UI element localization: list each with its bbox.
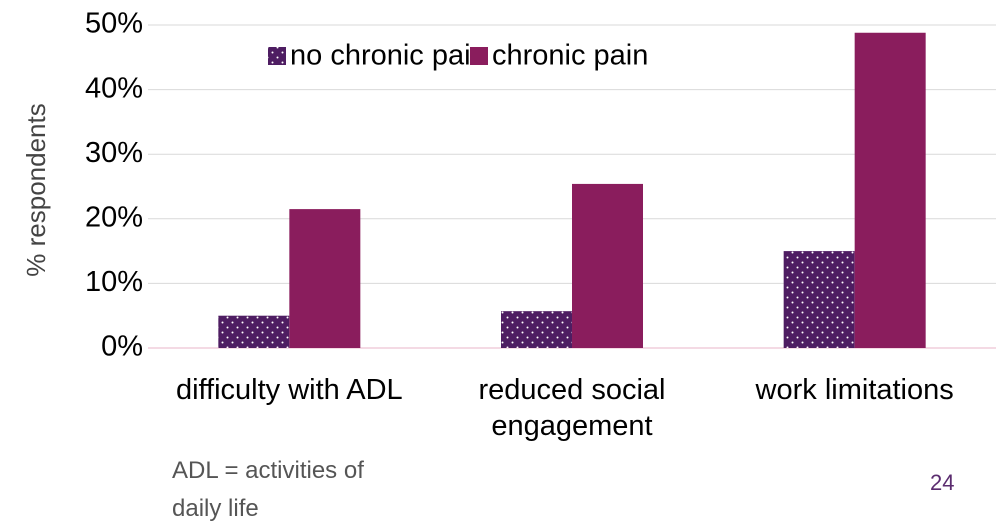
x-tick-label: work limitations [755,374,954,406]
bar [218,315,290,348]
y-tick-label: 30% [85,137,143,169]
bar [289,209,361,348]
legend-label: chronic pain [492,40,648,72]
legend-label: no chronic pain [290,40,487,72]
y-tick-label: 50% [85,8,143,40]
legend-swatch [268,47,286,65]
y-axis-label: % respondents [21,103,51,276]
bar [501,311,572,348]
x-tick-label: difficulty with ADL [175,374,403,406]
y-tick-label: 0% [101,331,143,363]
y-tick-label: 10% [85,266,143,298]
bar [783,251,855,348]
x-tick-label: reduced social engagement [478,374,666,442]
bar [854,32,926,348]
bar [572,183,643,348]
footnote: ADL = activities of daily life [172,457,364,522]
page-number: 24 [930,470,955,495]
y-tick-label: 20% [85,201,143,233]
y-tick-label: 40% [85,72,143,104]
legend-swatch [470,47,488,65]
